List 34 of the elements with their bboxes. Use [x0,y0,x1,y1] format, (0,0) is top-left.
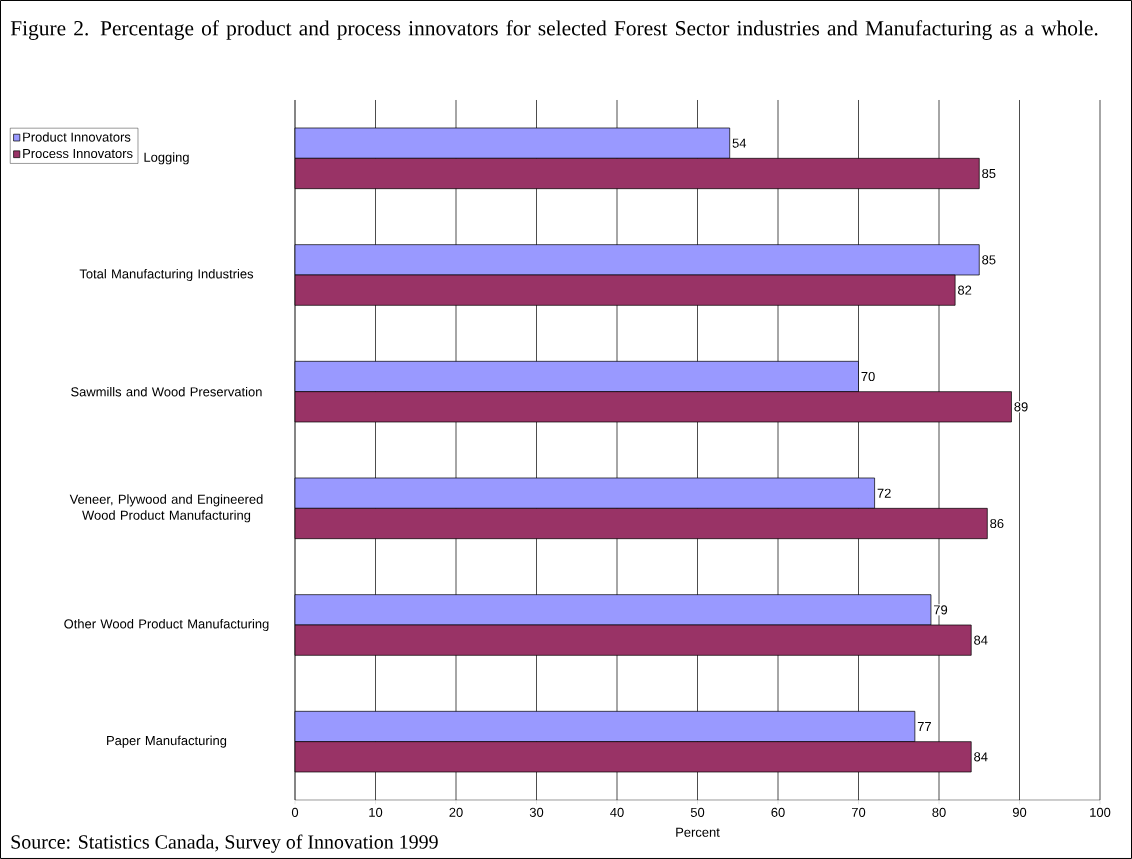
data-label: 79 [933,605,948,615]
chart-title: Figure 2. Percentage of product and process innovators for selected Forest Sector industries and Manufacturing as a whole. [10,20,1098,40]
data-label: 85 [982,168,996,179]
y-tick-label: Total Manufacturing Industries [79,268,254,282]
y-tick-label: Other Wood Product Manufacturing [64,618,269,632]
legend-label: Process Innovators [23,149,133,159]
data-label: 84 [974,635,988,645]
x-tick-label: 30 [529,807,544,817]
x-tick-label: 0 [291,807,299,817]
y-tick-label: Paper Manufacturing [107,735,227,748]
y-tick-label: Logging [144,152,189,165]
data-label: 72 [877,488,891,498]
data-label: 82 [958,285,972,295]
data-label: 77 [917,722,931,731]
legend-label: Product Innovators [23,132,131,142]
data-label: 54 [732,138,747,148]
data-label: 89 [1014,402,1028,412]
data-label: 84 [974,752,988,762]
x-tick-label: 60 [771,807,785,817]
x-tick-label: 80 [932,807,946,817]
data-label: 85 [982,255,996,265]
x-axis-title: Percent [676,827,720,837]
source-note: Source: Statistics Canada, Survey of Innovation 1999 [11,834,438,853]
x-tick-label: 100 [1090,807,1111,817]
y-tick-label: Sawmills and Wood Preservation [71,386,262,397]
x-tick-label: 90 [1012,807,1027,817]
data-label: 70 [861,371,875,382]
x-tick-label: 10 [369,807,383,817]
x-tick-label: 20 [449,807,463,817]
x-tick-label: 40 [610,807,624,817]
data-label: 86 [990,518,1004,529]
x-tick-label: 70 [851,807,866,817]
y-tick-label: Veneer, Plywood and Engineered Wood Product Manufacturing [69,494,263,523]
x-tick-label: 50 [690,807,705,817]
